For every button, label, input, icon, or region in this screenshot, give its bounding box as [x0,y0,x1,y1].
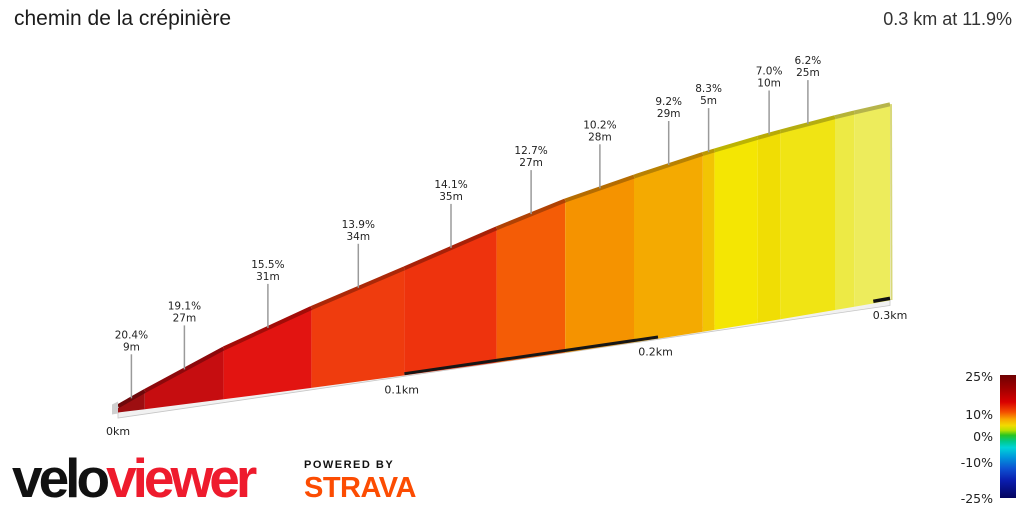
segment-face [565,178,634,353]
segment-ridge [117,389,146,408]
segment-face [223,309,312,400]
x-axis-tick: 0.3km [873,309,908,322]
climb-summary: 0.3 km at 11.9% [883,9,1012,29]
powered-by-label: POWERED BY [304,459,395,471]
segment-label-distance: 5m [700,95,717,107]
segment-label-distance: 34m [347,231,371,243]
segment-face [835,114,855,310]
segment-ridge [633,152,704,179]
segment-ridge [495,198,566,231]
segment-label: 14.1% [434,179,467,191]
segment-ridge [403,226,498,271]
segment-face [714,139,758,330]
end-cap-edge [890,104,893,301]
segment-label-distance: 25m [796,67,820,79]
segment-label: 8.3% [695,83,722,95]
segment-label-distance: 10m [757,78,781,90]
x-axis-tick: 0.1km [384,383,419,396]
segment-face [118,392,145,413]
segment-ridge [702,148,715,156]
veloviewer-logo[interactable]: veloviewer [12,451,257,506]
segment-label: 15.5% [251,259,284,271]
page-title: chemin de la crépinière [14,7,232,30]
segment-ridge [222,306,313,351]
segment-face [780,119,835,320]
segment-ridge [757,129,781,140]
segment-face [496,202,566,363]
segment-face [634,155,703,343]
x-axis-tick: 0km [106,425,130,438]
segment-face [404,230,497,376]
segment-face [757,133,781,323]
veloviewer-logo-viewer: viewer [106,447,257,509]
segment-label: 10.2% [583,119,616,131]
segment-ridge [853,102,891,115]
segment-ridge [564,174,635,203]
segment-label: 7.0% [756,66,783,78]
segment-face [144,350,224,410]
base-shadow-end [873,296,891,304]
segment-label-distance: 27m [173,312,197,324]
segment-face [702,152,715,332]
segment-label-distance: 35m [439,191,463,203]
base-shadow-line [404,335,659,376]
segment-label-distance: 29m [657,108,681,120]
segment-label: 12.7% [514,145,547,157]
x-axis-tick: 0.2km [638,346,673,359]
segment-label: 9.2% [655,96,682,108]
strava-attribution[interactable]: POWERED BY STRAVA [304,459,416,505]
segment-ridge [143,346,225,393]
segment-ridge [713,135,759,153]
segment-ridge [779,115,836,134]
veloviewer-logo-velo: velo [12,447,110,509]
segment-label: 13.9% [342,219,375,231]
segment-label-distance: 27m [519,157,543,169]
segment-label: 20.4% [115,329,148,341]
segment-ridge [834,110,855,120]
segment-label: 6.2% [795,55,822,67]
segment-label: 19.1% [168,300,201,312]
segment-label-distance: 9m [123,341,140,353]
segment-label-distance: 31m [256,271,280,283]
segment-ridge [310,266,406,310]
start-cap [112,401,118,415]
segment-label-distance: 28m [588,131,612,143]
strava-logo: STRAVA [304,472,416,504]
segment-face [311,270,405,388]
segment-face [854,106,890,307]
